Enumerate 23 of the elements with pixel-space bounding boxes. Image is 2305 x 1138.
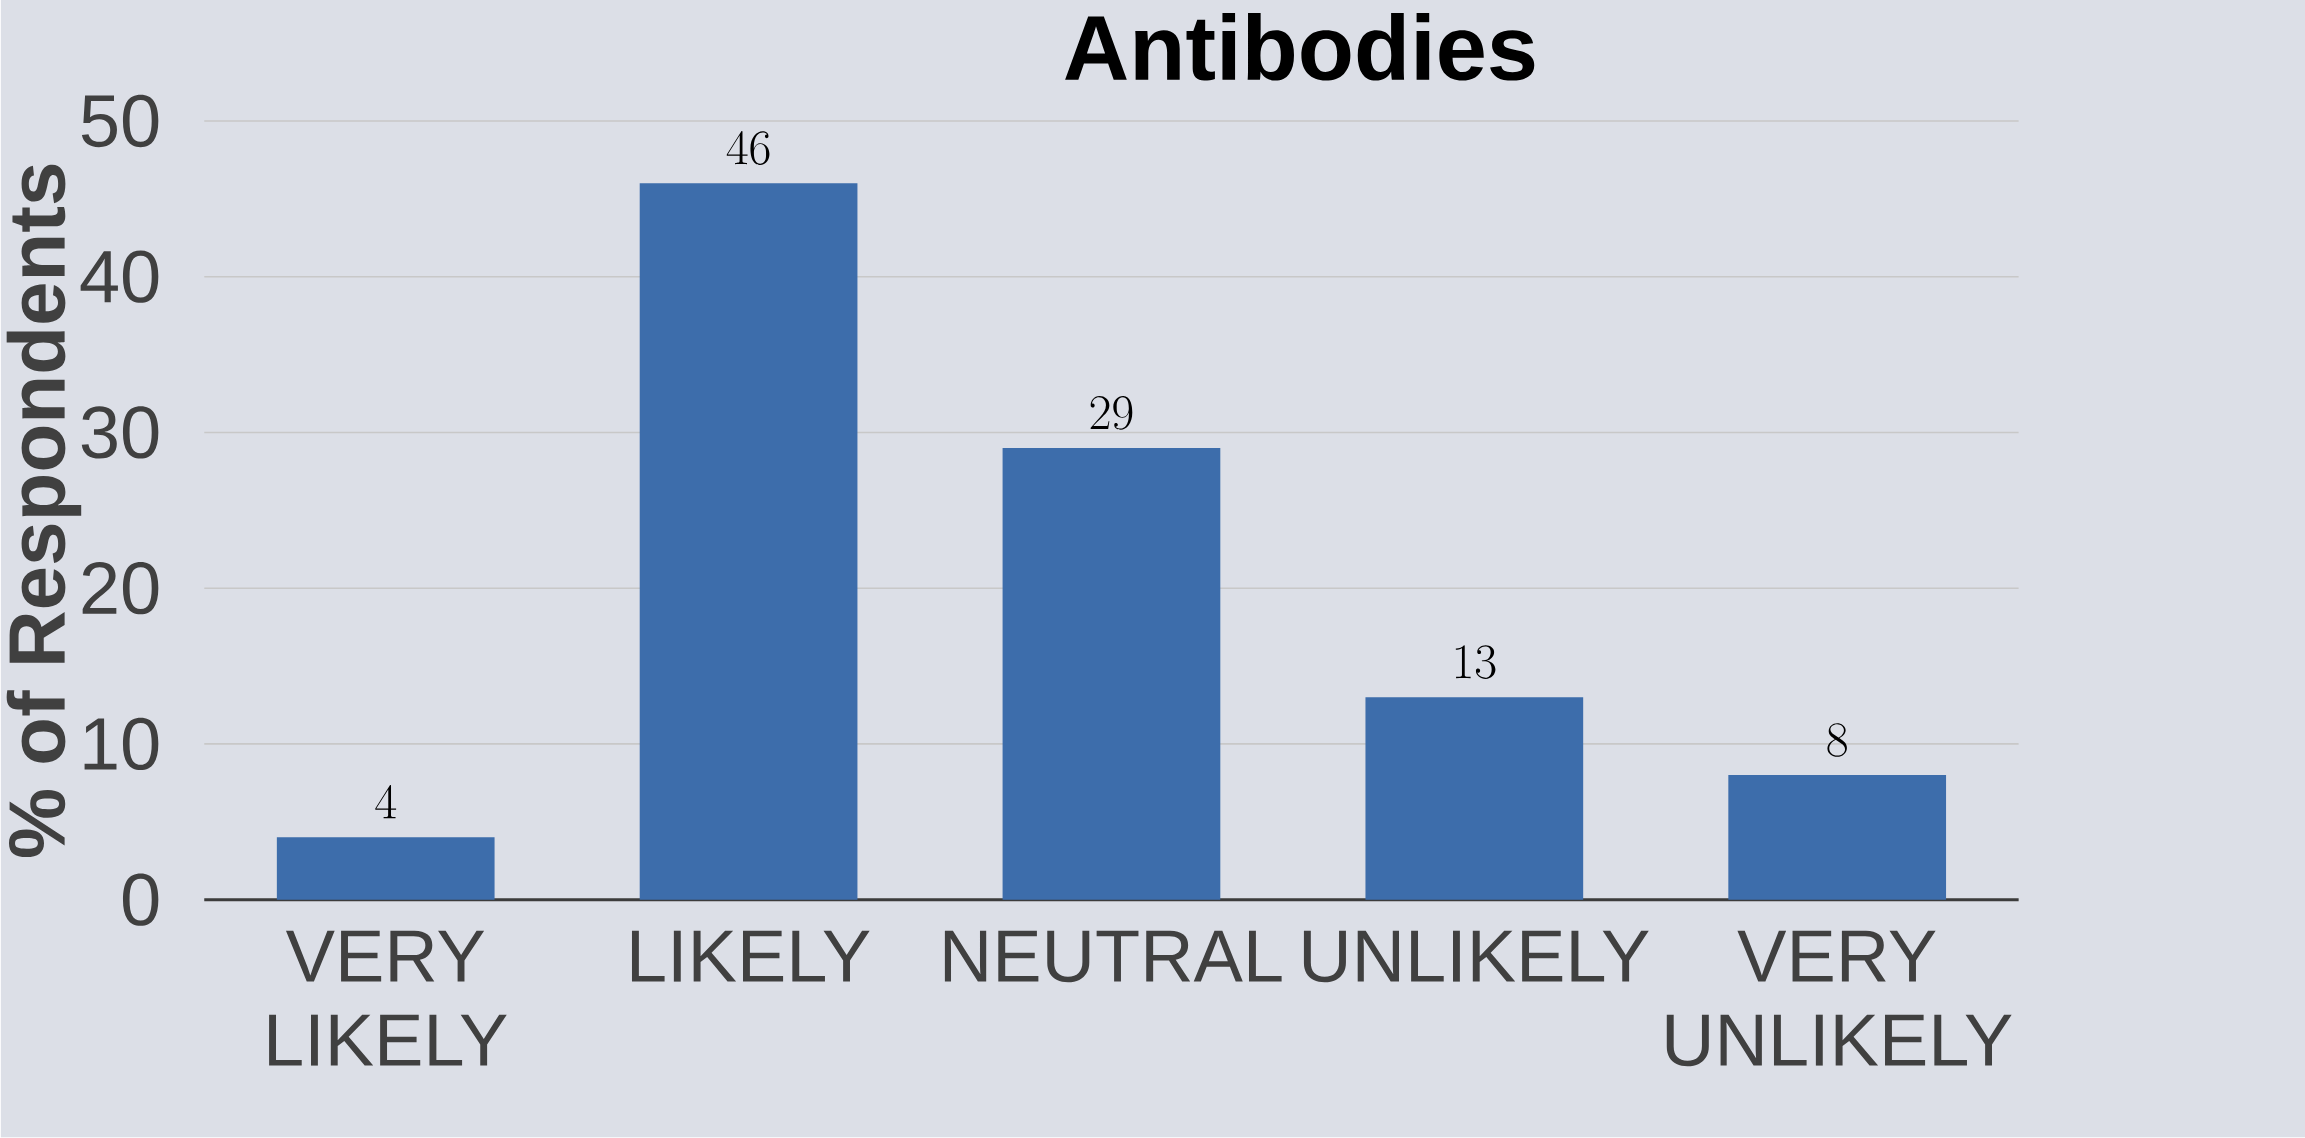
chart-title: Antibodies — [1065, 13, 1535, 81]
bar — [1728, 775, 1947, 900]
data-label: 8 — [1827, 723, 1847, 757]
bar — [1002, 448, 1221, 900]
data-label: 29 — [1090, 396, 1133, 430]
bar — [276, 837, 495, 900]
data-label: 13 — [1455, 645, 1496, 680]
bar — [639, 183, 858, 900]
bar — [1365, 697, 1584, 900]
y-tick-label: 20 — [82, 562, 159, 615]
y-tick-label: 30 — [81, 406, 159, 459]
x-tick-label: VERY UNLIKELY — [1666, 930, 2012, 1067]
y-tick-label: 40 — [80, 250, 159, 304]
y-tick-label: 10 — [84, 717, 159, 771]
y-tick-label: 0 — [122, 873, 159, 927]
x-tick-label: NEUTRAL — [944, 930, 1282, 983]
data-label: 46 — [726, 131, 770, 166]
x-tick-label: VERY LIKELY — [269, 930, 507, 1066]
x-tick-label: UNLIKELY — [1303, 930, 1649, 983]
x-tick-label: LIKELY — [631, 930, 870, 982]
y-axis-title: % of Respondents — [6, 165, 82, 858]
y-tick-label: 50 — [81, 94, 159, 148]
data-label: 4 — [375, 785, 397, 819]
